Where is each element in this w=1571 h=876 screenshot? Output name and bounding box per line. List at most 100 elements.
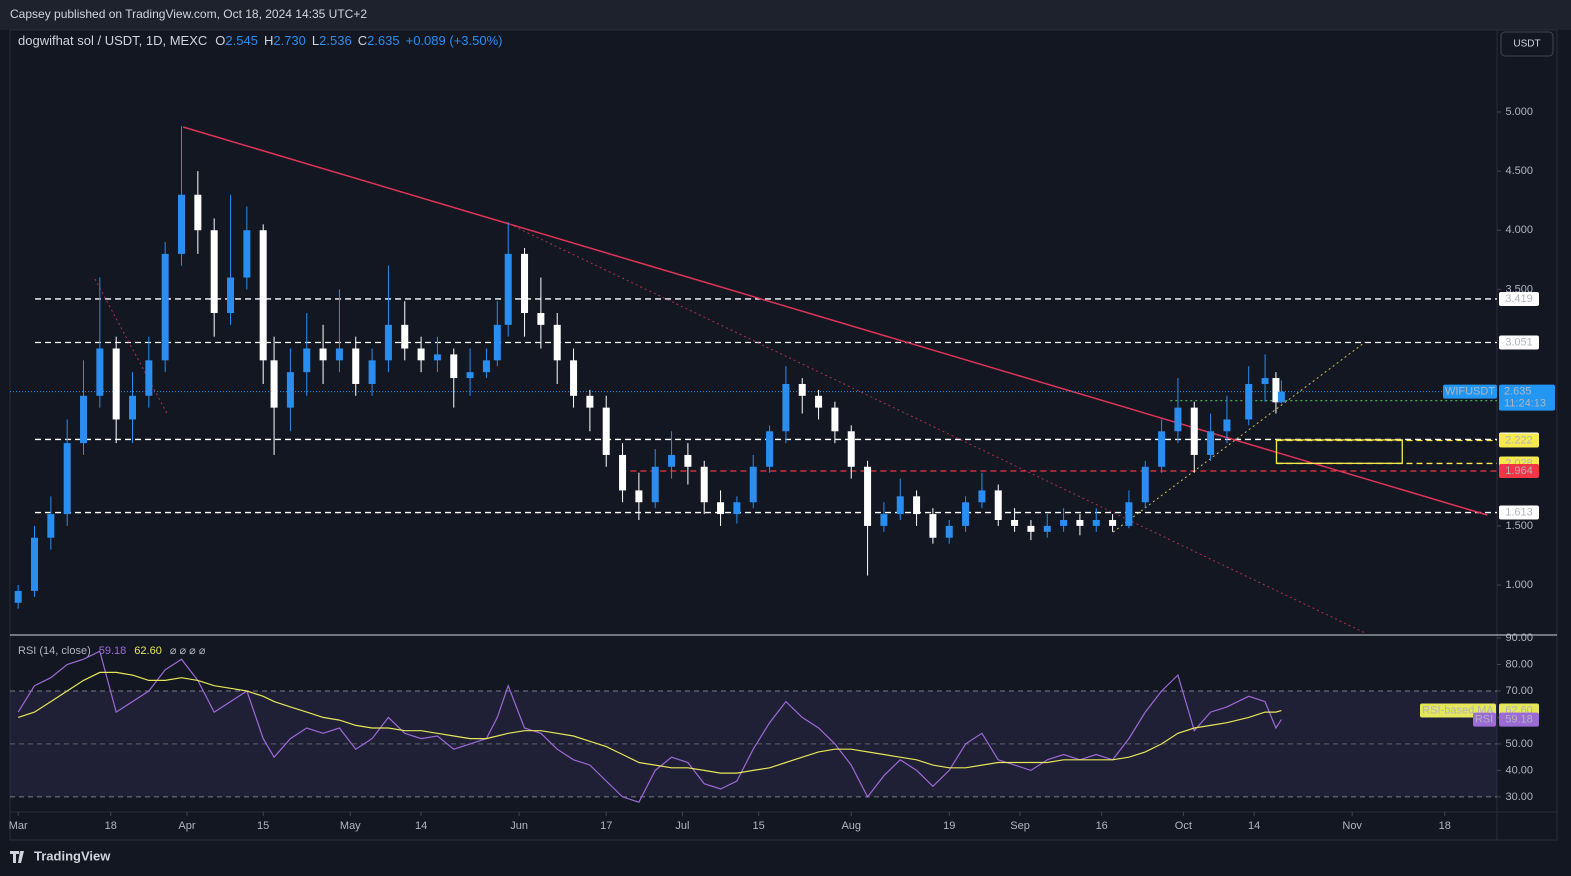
ohlc-key: C	[358, 33, 367, 48]
top-bar	[0, 0, 1571, 30]
rsi-value: 59.18	[99, 645, 127, 657]
candle-body	[504, 253, 512, 325]
candle-body	[1027, 525, 1035, 532]
candle-body	[945, 525, 953, 538]
candle-body	[798, 383, 806, 396]
countdown-label: 11:24:13	[1504, 398, 1546, 410]
candle-body	[482, 360, 490, 373]
candle-body	[145, 360, 153, 396]
candle-body	[1141, 466, 1149, 503]
level-tag	[1499, 291, 1539, 306]
candle-body	[978, 490, 986, 503]
candle-body	[733, 502, 741, 515]
candle-body	[962, 502, 970, 526]
x-tick-label: Nov	[1342, 820, 1362, 832]
brand: TradingView	[34, 848, 111, 863]
candle-body	[700, 466, 708, 503]
chart-frame	[9, 29, 1558, 841]
rsi-legend: RSI (14, close) 59.18 62.60 ⌀ ⌀ ⌀ ⌀	[18, 645, 206, 657]
price-change: +0.089 (+3.50%)	[406, 33, 503, 48]
currency-button[interactable]	[1500, 31, 1554, 57]
rsi-title: RSI (14, close)	[18, 645, 91, 657]
rsi-ma-value: 62.60	[134, 645, 162, 657]
candle-body	[994, 490, 1002, 520]
x-tick-label: Apr	[178, 820, 195, 832]
level-tag-label: 2.222	[1505, 434, 1533, 446]
candle-body	[63, 443, 71, 515]
ohlc-value: 2.545	[225, 33, 258, 48]
candle-body	[270, 360, 278, 408]
candle-body	[352, 348, 360, 384]
candle-body	[1060, 519, 1068, 526]
candle-body	[553, 324, 561, 361]
zone-box	[1275, 439, 1403, 464]
candle-body	[1207, 431, 1215, 455]
x-tick-label: 16	[1096, 820, 1108, 832]
level-tag-label: 1.964	[1505, 465, 1533, 477]
candle-body	[1158, 431, 1166, 467]
publisher: Capsey published on TradingView.com, Oct…	[10, 7, 367, 21]
level-tag	[1499, 433, 1539, 448]
rsi-nulls: ⌀ ⌀ ⌀ ⌀	[170, 645, 206, 657]
rsi-y-tick-label: 40.00	[1505, 764, 1533, 776]
candle-body	[335, 348, 343, 361]
candle-body	[1190, 407, 1198, 455]
candle-body	[303, 348, 311, 373]
candle-body	[635, 490, 643, 503]
candle-body	[521, 253, 529, 314]
candle-body	[684, 454, 692, 467]
candle-body	[782, 383, 790, 432]
y-tick-label: 5.000	[1505, 106, 1533, 118]
candle-body	[493, 324, 501, 361]
candle-body	[319, 348, 327, 361]
brand-logo	[10, 851, 24, 863]
x-tick-label: 17	[600, 820, 612, 832]
candle-body	[259, 230, 267, 361]
rsi-name: RSI	[1475, 714, 1493, 726]
level-tag-label: 3.419	[1505, 293, 1533, 305]
candle-body	[1076, 519, 1084, 526]
x-tick-label: May	[340, 820, 361, 832]
rsi-y-tick-label: 80.00	[1505, 658, 1533, 670]
candle-body	[847, 431, 855, 467]
rsi-y-tick-label: 90.00	[1505, 632, 1533, 644]
candle-body	[1223, 419, 1231, 432]
x-tick-label: 19	[943, 820, 955, 832]
ohlc-value: 2.536	[319, 33, 352, 48]
candle-body	[586, 395, 594, 408]
candle-body	[749, 466, 757, 503]
x-tick-label: Mar	[9, 820, 28, 832]
candle-body	[466, 372, 474, 379]
rsi-tag	[1499, 712, 1539, 727]
symbol-tag	[1443, 384, 1497, 399]
candle-body	[31, 537, 39, 591]
candle-body	[194, 194, 202, 231]
rsi-y-tick-label: 70.00	[1505, 685, 1533, 697]
level-tag	[1499, 505, 1539, 520]
x-tick-label: 18	[105, 820, 117, 832]
price-tag	[1499, 384, 1555, 411]
candle-body	[47, 514, 55, 538]
candle-body	[384, 324, 392, 361]
rsi-ma-line	[18, 671, 1282, 774]
candle-body	[570, 360, 578, 396]
x-tick-label: 15	[753, 820, 765, 832]
candle-body	[766, 431, 774, 467]
candle-body	[1245, 383, 1253, 420]
candle-body	[112, 348, 120, 420]
candle-body	[602, 407, 610, 455]
y-tick-label: 1.000	[1505, 579, 1533, 591]
rsi-name-tag	[1473, 712, 1496, 727]
x-tick-label: Sep	[1010, 820, 1030, 832]
candle-body	[717, 502, 725, 515]
candle-body	[1277, 391, 1285, 403]
ohlc-key: H	[264, 33, 273, 48]
rsi-y-tick-label: 30.00	[1505, 791, 1533, 803]
candle-body	[80, 395, 88, 444]
candle-body	[864, 466, 872, 526]
symbol: dogwifhat sol / USDT, 1D, MEXC	[18, 33, 207, 48]
symbol-line: dogwifhat sol / USDT, 1D, MEXC O2.545 H2.7…	[18, 33, 502, 48]
currency-label[interactable]: USDT	[1513, 39, 1540, 50]
